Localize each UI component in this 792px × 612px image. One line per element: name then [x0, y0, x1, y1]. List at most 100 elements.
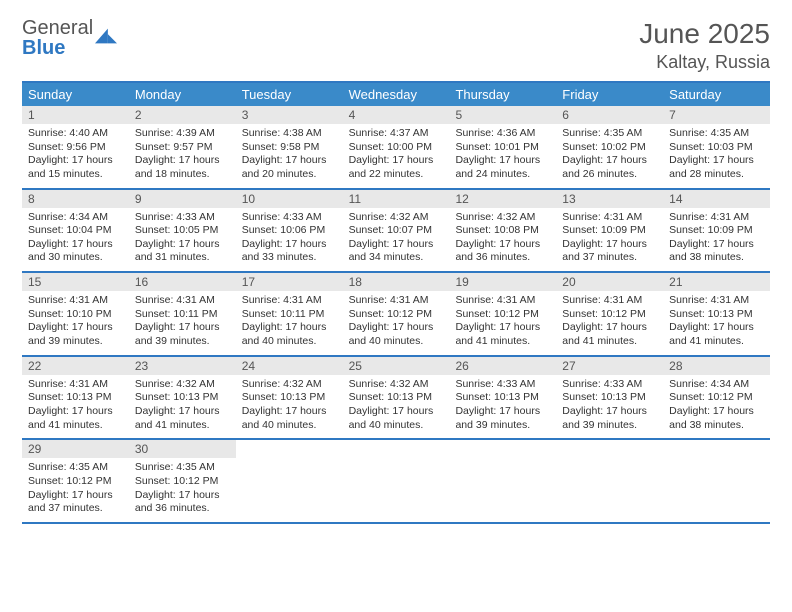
day-cell: 18Sunrise: 4:31 AMSunset: 10:12 PMDaylig…	[343, 273, 450, 355]
day-number: 28	[663, 357, 770, 375]
day-body: Sunrise: 4:35 AMSunset: 10:12 PMDaylight…	[22, 458, 129, 522]
daylight-text: Daylight: 17 hours and 41 minutes.	[28, 405, 123, 432]
day-number	[236, 440, 343, 458]
week-row: 15Sunrise: 4:31 AMSunset: 10:10 PMDaylig…	[22, 273, 770, 357]
daylight-text: Daylight: 17 hours and 40 minutes.	[242, 405, 337, 432]
day-number: 6	[556, 106, 663, 124]
sunrise-text: Sunrise: 4:32 AM	[242, 378, 337, 392]
day-cell: 6Sunrise: 4:35 AMSunset: 10:02 PMDayligh…	[556, 106, 663, 188]
sunrise-text: Sunrise: 4:33 AM	[135, 211, 230, 225]
day-number: 9	[129, 190, 236, 208]
sunset-text: Sunset: 10:01 PM	[455, 141, 550, 155]
sunrise-text: Sunrise: 4:34 AM	[28, 211, 123, 225]
day-cell: 19Sunrise: 4:31 AMSunset: 10:12 PMDaylig…	[449, 273, 556, 355]
sunrise-text: Sunrise: 4:32 AM	[135, 378, 230, 392]
sunrise-text: Sunrise: 4:31 AM	[669, 211, 764, 225]
sunrise-text: Sunrise: 4:31 AM	[562, 211, 657, 225]
sunset-text: Sunset: 10:13 PM	[669, 308, 764, 322]
sunrise-text: Sunrise: 4:31 AM	[349, 294, 444, 308]
weeks-container: 1Sunrise: 4:40 AMSunset: 9:56 PMDaylight…	[22, 106, 770, 524]
week-row: 29Sunrise: 4:35 AMSunset: 10:12 PMDaylig…	[22, 440, 770, 524]
daylight-text: Daylight: 17 hours and 39 minutes.	[135, 321, 230, 348]
day-body: Sunrise: 4:33 AMSunset: 10:13 PMDaylight…	[556, 375, 663, 439]
day-body: Sunrise: 4:32 AMSunset: 10:08 PMDaylight…	[449, 208, 556, 272]
day-number: 17	[236, 273, 343, 291]
day-number	[556, 440, 663, 458]
day-cell: 15Sunrise: 4:31 AMSunset: 10:10 PMDaylig…	[22, 273, 129, 355]
day-number: 21	[663, 273, 770, 291]
sunrise-text: Sunrise: 4:31 AM	[455, 294, 550, 308]
daylight-text: Daylight: 17 hours and 38 minutes.	[669, 238, 764, 265]
daylight-text: Daylight: 17 hours and 20 minutes.	[242, 154, 337, 181]
day-number: 30	[129, 440, 236, 458]
sunset-text: Sunset: 9:57 PM	[135, 141, 230, 155]
day-body: Sunrise: 4:31 AMSunset: 10:11 PMDaylight…	[129, 291, 236, 355]
daylight-text: Daylight: 17 hours and 31 minutes.	[135, 238, 230, 265]
day-of-week: Sunday	[22, 83, 129, 106]
day-number: 5	[449, 106, 556, 124]
day-number: 3	[236, 106, 343, 124]
day-of-week: Friday	[556, 83, 663, 106]
day-body: Sunrise: 4:35 AMSunset: 10:02 PMDaylight…	[556, 124, 663, 188]
day-of-week: Saturday	[663, 83, 770, 106]
day-number	[663, 440, 770, 458]
day-number: 7	[663, 106, 770, 124]
title-block: June 2025 Kaltay, Russia	[639, 18, 770, 73]
location: Kaltay, Russia	[639, 52, 770, 73]
day-body: Sunrise: 4:32 AMSunset: 10:07 PMDaylight…	[343, 208, 450, 272]
sunrise-text: Sunrise: 4:35 AM	[669, 127, 764, 141]
day-number: 25	[343, 357, 450, 375]
day-cell: 7Sunrise: 4:35 AMSunset: 10:03 PMDayligh…	[663, 106, 770, 188]
triangle-icon	[95, 28, 117, 44]
sunrise-text: Sunrise: 4:32 AM	[349, 378, 444, 392]
day-number: 13	[556, 190, 663, 208]
sunset-text: Sunset: 10:12 PM	[562, 308, 657, 322]
day-cell: 12Sunrise: 4:32 AMSunset: 10:08 PMDaylig…	[449, 190, 556, 272]
sunrise-text: Sunrise: 4:31 AM	[669, 294, 764, 308]
empty-cell	[449, 440, 556, 522]
day-body: Sunrise: 4:40 AMSunset: 9:56 PMDaylight:…	[22, 124, 129, 188]
daylight-text: Daylight: 17 hours and 18 minutes.	[135, 154, 230, 181]
sunset-text: Sunset: 10:07 PM	[349, 224, 444, 238]
sunset-text: Sunset: 10:05 PM	[135, 224, 230, 238]
daylight-text: Daylight: 17 hours and 36 minutes.	[455, 238, 550, 265]
day-number: 16	[129, 273, 236, 291]
day-body: Sunrise: 4:37 AMSunset: 10:00 PMDaylight…	[343, 124, 450, 188]
day-cell: 1Sunrise: 4:40 AMSunset: 9:56 PMDaylight…	[22, 106, 129, 188]
sunset-text: Sunset: 10:04 PM	[28, 224, 123, 238]
sunrise-text: Sunrise: 4:35 AM	[28, 461, 123, 475]
day-of-week: Tuesday	[236, 83, 343, 106]
day-of-week: Monday	[129, 83, 236, 106]
week-row: 22Sunrise: 4:31 AMSunset: 10:13 PMDaylig…	[22, 357, 770, 441]
sunrise-text: Sunrise: 4:33 AM	[242, 211, 337, 225]
day-number: 14	[663, 190, 770, 208]
day-number: 8	[22, 190, 129, 208]
sunset-text: Sunset: 10:06 PM	[242, 224, 337, 238]
daylight-text: Daylight: 17 hours and 41 minutes.	[669, 321, 764, 348]
sunrise-text: Sunrise: 4:31 AM	[242, 294, 337, 308]
sunset-text: Sunset: 10:12 PM	[135, 475, 230, 489]
day-number: 19	[449, 273, 556, 291]
day-cell: 8Sunrise: 4:34 AMSunset: 10:04 PMDayligh…	[22, 190, 129, 272]
sunset-text: Sunset: 10:13 PM	[562, 391, 657, 405]
day-body: Sunrise: 4:36 AMSunset: 10:01 PMDaylight…	[449, 124, 556, 188]
sunrise-text: Sunrise: 4:39 AM	[135, 127, 230, 141]
sunset-text: Sunset: 10:09 PM	[562, 224, 657, 238]
sunset-text: Sunset: 10:13 PM	[242, 391, 337, 405]
daylight-text: Daylight: 17 hours and 39 minutes.	[455, 405, 550, 432]
sunrise-text: Sunrise: 4:31 AM	[28, 378, 123, 392]
day-number: 27	[556, 357, 663, 375]
week-row: 1Sunrise: 4:40 AMSunset: 9:56 PMDaylight…	[22, 106, 770, 190]
sunset-text: Sunset: 10:11 PM	[135, 308, 230, 322]
day-number: 15	[22, 273, 129, 291]
daylight-text: Daylight: 17 hours and 40 minutes.	[349, 321, 444, 348]
day-cell: 25Sunrise: 4:32 AMSunset: 10:13 PMDaylig…	[343, 357, 450, 439]
day-number: 1	[22, 106, 129, 124]
day-number: 22	[22, 357, 129, 375]
day-number: 29	[22, 440, 129, 458]
sunrise-text: Sunrise: 4:31 AM	[28, 294, 123, 308]
day-number: 4	[343, 106, 450, 124]
day-body: Sunrise: 4:31 AMSunset: 10:09 PMDaylight…	[663, 208, 770, 272]
day-cell: 28Sunrise: 4:34 AMSunset: 10:12 PMDaylig…	[663, 357, 770, 439]
day-body: Sunrise: 4:31 AMSunset: 10:13 PMDaylight…	[663, 291, 770, 355]
